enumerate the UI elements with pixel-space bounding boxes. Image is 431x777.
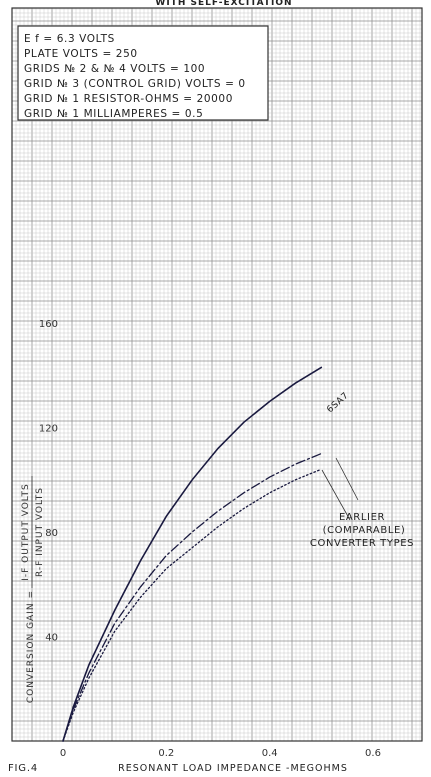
series-layer <box>62 366 323 742</box>
header-fragment: WITH SELF-EXCITATION <box>155 0 292 8</box>
plot-border <box>11 7 423 742</box>
x-axis-ticks: 0 0.2 0.4 0.6 <box>60 748 381 759</box>
y-tick-label: 80 <box>45 528 58 539</box>
group-label-line: CONVERTER TYPES <box>310 538 414 549</box>
x-tick-label: 0 <box>60 748 66 759</box>
x-tick-label: 0.6 <box>365 748 381 759</box>
condition-line: GRID № 3 (CONTROL GRID) VOLTS = 0 <box>24 78 246 90</box>
leader-line <box>321 469 351 521</box>
y-axis-label-prefix: CONVERSION GAIN = <box>26 590 36 703</box>
series-line-dash-dot <box>62 452 322 742</box>
x-axis-label: RESONANT LOAD IMPEDANCE -MEGOHMS <box>118 763 348 774</box>
series-line-dotted <box>62 468 322 742</box>
condition-line: GRID № 1 MILLIAMPERES = 0.5 <box>24 108 203 120</box>
conditions-box: E f = 6.3 VOLTS PLATE VOLTS = 250 GRIDS … <box>17 25 269 121</box>
group-label-line: EARLIER <box>339 512 385 523</box>
y-axis-label-numerator: I-F OUTPUT VOLTS <box>21 483 31 581</box>
figure-label: FIG.4 <box>8 763 38 774</box>
x-tick-label: 0.4 <box>262 748 278 759</box>
y-tick-label: 160 <box>39 319 58 330</box>
y-axis-ticks: 40 80 120 160 <box>39 319 58 644</box>
condition-line: GRID № 1 RESISTOR-OHMS = 20000 <box>24 93 233 105</box>
condition-line: E f = 6.3 VOLTS <box>24 33 115 45</box>
conditions-box-frame <box>17 25 269 121</box>
condition-line: GRIDS № 2 & № 4 VOLTS = 100 <box>24 63 205 75</box>
y-tick-label: 40 <box>45 633 58 644</box>
leader-line <box>335 457 359 501</box>
y-tick-label: 120 <box>39 424 58 435</box>
series-line-solid <box>62 366 323 742</box>
x-tick-label: 0.2 <box>158 748 174 759</box>
y-axis-label-denominator: R-F INPUT VOLTS <box>35 487 45 577</box>
group-label: EARLIER (COMPARABLE) CONVERTER TYPES <box>310 457 414 549</box>
condition-line: PLATE VOLTS = 250 <box>24 48 138 60</box>
group-label-line: (COMPARABLE) <box>323 525 406 536</box>
y-axis-label: CONVERSION GAIN = I-F OUTPUT VOLTS R-F I… <box>21 476 45 703</box>
